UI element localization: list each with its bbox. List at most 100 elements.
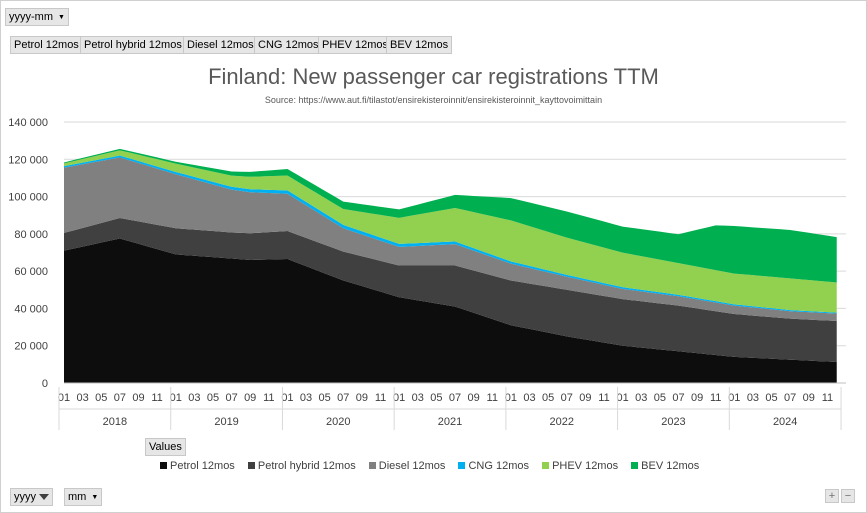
legend-swatch xyxy=(631,462,639,469)
x-year-label: 2018 xyxy=(103,416,127,428)
x-month-label: 11 xyxy=(710,392,721,404)
y-tick-label: 20 000 xyxy=(14,341,48,353)
legend-item-petrol-hybrid: Petrol hybrid 12mos xyxy=(247,460,356,472)
date-filter-button[interactable]: yyyy-mm xyxy=(5,8,69,26)
area-petrol xyxy=(64,238,837,383)
y-tick-label: 0 xyxy=(42,378,48,390)
value-field-petrol-hybrid[interactable]: Petrol hybrid 12mos xyxy=(80,36,186,54)
x-month-label: 11 xyxy=(151,392,162,404)
x-month-label: 03 xyxy=(523,392,535,404)
legend-swatch xyxy=(368,462,376,469)
x-year-label: 2020 xyxy=(326,416,350,428)
x-month-label: 09 xyxy=(691,392,703,404)
month-field-label: mm xyxy=(68,491,87,503)
x-month-label: 05 xyxy=(207,392,219,404)
legend-item-cng: CNG 12mos xyxy=(458,460,529,472)
x-month-label: 03 xyxy=(76,392,88,404)
legend-item-petrol: Petrol 12mos xyxy=(160,460,235,472)
x-month-label: 01 xyxy=(281,392,293,404)
year-field-button[interactable]: yyyy xyxy=(10,488,53,506)
values-field-label: Values xyxy=(149,441,182,453)
x-month-label: 09 xyxy=(468,392,480,404)
x-month-label: 07 xyxy=(337,392,349,404)
x-month-label: 07 xyxy=(672,392,684,404)
legend-swatch xyxy=(542,462,550,469)
x-month-label: 05 xyxy=(430,392,442,404)
legend-label: Petrol hybrid 12mos xyxy=(257,460,356,472)
x-month-label: 07 xyxy=(784,392,796,404)
x-month-label: 09 xyxy=(244,392,256,404)
values-field-button[interactable]: Values xyxy=(145,438,186,456)
y-tick-label: 40 000 xyxy=(14,303,48,315)
legend-swatch xyxy=(458,462,466,469)
x-month-label: 01 xyxy=(58,392,70,404)
x-month-label: 05 xyxy=(319,392,331,404)
legend-label: CNG 12mos xyxy=(468,460,529,472)
collapse-field-button[interactable]: − xyxy=(841,489,855,503)
x-month-label: 05 xyxy=(765,392,777,404)
x-month-label: 07 xyxy=(225,392,237,404)
y-tick-label: 140 000 xyxy=(8,117,48,129)
x-month-label: 03 xyxy=(300,392,312,404)
area-petrol-hybrid xyxy=(64,218,837,363)
x-month-label: 07 xyxy=(561,392,573,404)
x-month-label: 03 xyxy=(635,392,647,404)
x-year-label: 2022 xyxy=(549,416,573,428)
x-month-label: 05 xyxy=(542,392,554,404)
legend-label: PHEV 12mos xyxy=(552,460,619,472)
value-field-label: Petrol hybrid 12mos xyxy=(84,39,182,51)
x-month-label: 05 xyxy=(654,392,666,404)
value-field-label: BEV 12mos xyxy=(390,39,449,51)
chart-subtitle: Source: https://www.aut.fi/tilastot/ensi… xyxy=(264,95,603,105)
filter-funnel-icon xyxy=(39,494,49,500)
x-month-label: 01 xyxy=(170,392,182,404)
x-month-label: 09 xyxy=(132,392,144,404)
value-field-label: Diesel 12mos xyxy=(187,39,254,51)
value-field-label: CNG 12mos xyxy=(258,39,319,51)
area-bev xyxy=(64,148,837,283)
x-month-label: 11 xyxy=(263,392,274,404)
legend-item-phev: PHEV 12mos xyxy=(542,460,618,472)
x-month-label: 11 xyxy=(487,392,498,404)
legend-label: Petrol 12mos xyxy=(170,460,235,472)
value-field-cng[interactable]: CNG 12mos xyxy=(254,36,323,54)
year-field-label: yyyy xyxy=(14,491,36,503)
x-month-label: 03 xyxy=(412,392,424,404)
x-month-label: 07 xyxy=(449,392,461,404)
chart-title: Finland: New passenger car registrations… xyxy=(208,64,659,89)
x-year-label: 2023 xyxy=(661,416,685,428)
x-month-label: 03 xyxy=(188,392,200,404)
value-field-label: Petrol 12mos xyxy=(14,39,79,51)
legend-item-diesel: Diesel 12mos xyxy=(368,460,446,472)
x-month-label: 05 xyxy=(95,392,107,404)
value-field-petrol[interactable]: Petrol 12mos xyxy=(10,36,83,54)
x-month-label: 09 xyxy=(579,392,591,404)
x-month-label: 11 xyxy=(822,392,833,404)
area-phev xyxy=(64,150,837,313)
area-diesel xyxy=(64,157,837,322)
x-year-label: 2019 xyxy=(214,416,238,428)
date-filter-label: yyyy-mm xyxy=(9,11,53,23)
x-month-label: 03 xyxy=(747,392,759,404)
legend-label: Diesel 12mos xyxy=(378,460,446,472)
month-field-button[interactable]: mm xyxy=(64,488,103,506)
value-field-bev[interactable]: BEV 12mos xyxy=(386,36,453,54)
x-month-label: 11 xyxy=(598,392,609,404)
x-month-label: 09 xyxy=(803,392,815,404)
x-month-label: 11 xyxy=(375,392,386,404)
chart-legend: Petrol 12mos Petrol hybrid 12mos Diesel … xyxy=(160,460,709,472)
expand-field-button[interactable]: + xyxy=(825,489,839,503)
x-month-label: 01 xyxy=(393,392,405,404)
legend-item-bev: BEV 12mos xyxy=(631,460,699,472)
value-field-label: PHEV 12mos xyxy=(322,39,389,51)
x-month-label: 01 xyxy=(505,392,517,404)
y-tick-label: 80 000 xyxy=(14,229,48,241)
x-month-label: 07 xyxy=(114,392,126,404)
x-month-label: 01 xyxy=(616,392,628,404)
y-tick-label: 100 000 xyxy=(8,192,48,204)
y-tick-label: 120 000 xyxy=(8,154,48,166)
x-month-label: 01 xyxy=(728,392,740,404)
legend-label: BEV 12mos xyxy=(641,460,700,472)
value-field-phev[interactable]: PHEV 12mos xyxy=(318,36,393,54)
